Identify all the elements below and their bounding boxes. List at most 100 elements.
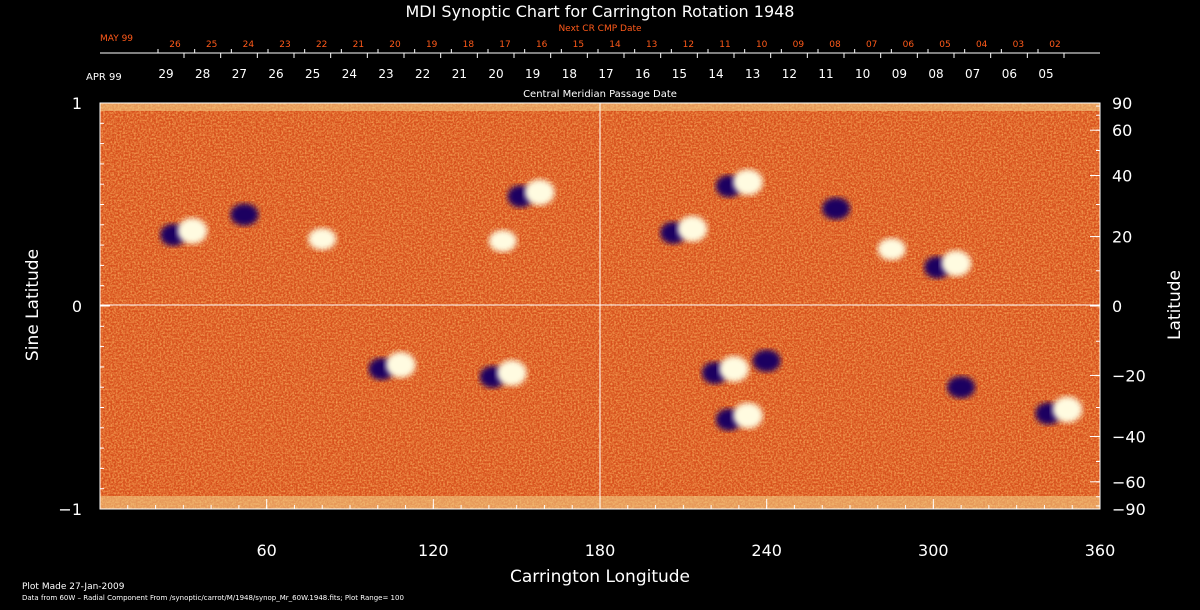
active-region [160,217,208,246]
next-cmp-month: MAY 99 [100,34,133,44]
cmp-day: 16 [635,67,650,81]
active-region [368,351,416,380]
cmp-day: 22 [415,67,430,81]
y-tick-label-right: −60 [1112,473,1146,492]
y-axis-label-left: Sine Latitude [23,249,43,361]
cmp-day: 17 [598,67,613,81]
cmp-day: 26 [268,67,283,81]
next-cmp-caption: Next CR CMP Date [558,24,642,34]
active-regions [160,169,1083,431]
active-region [752,349,781,372]
next-cmp-day: 05 [939,40,950,50]
positive-polarity-patch [1052,396,1083,423]
positive-polarity-patch [308,228,337,251]
next-cmp-day: 02 [1049,40,1060,50]
cmp-day: 13 [745,67,760,81]
y-tick-label-left: 1 [72,94,82,113]
next-cmp-day: 03 [1013,40,1024,50]
next-cmp-day: 21 [353,40,364,50]
next-cmp-day: 15 [573,40,584,50]
y-axis-label-right: Latitude [1165,270,1185,340]
active-region [702,355,749,384]
negative-polarity-patch [947,376,976,399]
next-cmp-day: 25 [206,40,217,50]
positive-polarity-patch [177,217,208,244]
x-tick-label: 240 [751,541,782,560]
cmp-day: 23 [378,67,393,81]
x-tick-label: 360 [1085,541,1116,560]
next-cmp-day: 09 [793,40,805,50]
next-cmp-day: 06 [903,40,915,50]
negative-polarity-patch [752,349,781,372]
next-cmp-day: 11 [719,40,730,50]
y-tick-label-right: −40 [1112,427,1146,446]
active-region [924,250,972,279]
next-cmp-date-labels: 26 25 24 23 22 21 20 19 18 17 16 15 14 13 12 11 10 09 08 07… [157,40,1061,53]
left-y-axis: 1 0 −1 [58,94,110,519]
active-region [822,197,851,220]
active-region [660,215,708,244]
negative-polarity-patch [822,197,851,220]
active-region [488,230,517,253]
cmp-day: 07 [965,67,980,81]
next-cmp-day: 19 [426,40,438,50]
cmp-day: 29 [158,67,173,81]
cmp-day: 05 [1038,67,1053,81]
chart-title: MDI Synoptic Chart for Carrington Rotati… [406,2,795,21]
next-cmp-day: 24 [243,40,255,50]
y-tick-label-right: 0 [1112,297,1122,316]
x-tick-label: 300 [918,541,949,560]
next-cmp-day: 10 [756,40,768,50]
positive-polarity-patch [719,355,749,382]
cmp-day: 28 [195,67,210,81]
active-region [479,360,527,389]
cmp-day: 20 [488,67,503,81]
x-axis-ticks: 60 120 180 240 300 360 [127,499,1116,560]
positive-polarity-patch [496,360,527,387]
cmp-day: 18 [562,67,577,81]
cmp-day: 19 [525,67,540,81]
next-cmp-day: 17 [499,40,510,50]
positive-polarity-patch [941,250,972,277]
positive-polarity-patch [524,179,555,206]
y-tick-label-right: 60 [1112,121,1132,140]
active-region [308,228,337,251]
y-tick-label-right: 40 [1112,167,1132,186]
cmp-day: 21 [452,67,467,81]
next-cmp-day: 23 [279,40,290,50]
y-tick-label-right: −90 [1112,500,1146,519]
positive-polarity-patch [677,215,708,242]
y-tick-label-right: 20 [1112,228,1132,247]
cmp-day: 15 [672,67,687,81]
cmp-day: 12 [782,67,797,81]
y-tick-label-right: 90 [1112,94,1132,113]
positive-polarity-patch [732,402,763,429]
next-cmp-day: 04 [976,40,988,50]
positive-polarity-patch [488,230,517,253]
cmp-day: 27 [232,67,247,81]
positive-polarity-patch [877,238,906,261]
cmp-month: APR 99 [86,72,122,83]
cmp-day: 24 [342,67,357,81]
active-region [947,376,976,399]
cmp-day: 09 [892,67,907,81]
plot-made-note: Plot Made 27-Jan-2009 [22,582,125,592]
next-cmp-day: 07 [866,40,877,50]
negative-polarity-patch [230,203,259,226]
active-region [230,203,259,226]
next-cmp-day: 13 [646,40,657,50]
active-region [507,179,555,208]
right-y-axis: 90 60 40 20 0 −20 −40 −60 −90 [1090,94,1146,519]
cmp-day: 06 [1002,67,1017,81]
active-region [715,169,763,198]
active-region [877,238,906,261]
next-cmp-day: 22 [316,40,327,50]
next-cmp-day: 16 [536,40,548,50]
next-cmp-day: 14 [609,40,621,50]
y-tick-label-left: 0 [72,297,82,316]
x-axis-label: Carrington Longitude [510,567,690,587]
y-tick-label-right: −20 [1112,366,1146,385]
x-tick-label: 120 [418,541,449,560]
next-cmp-day: 20 [389,40,401,50]
